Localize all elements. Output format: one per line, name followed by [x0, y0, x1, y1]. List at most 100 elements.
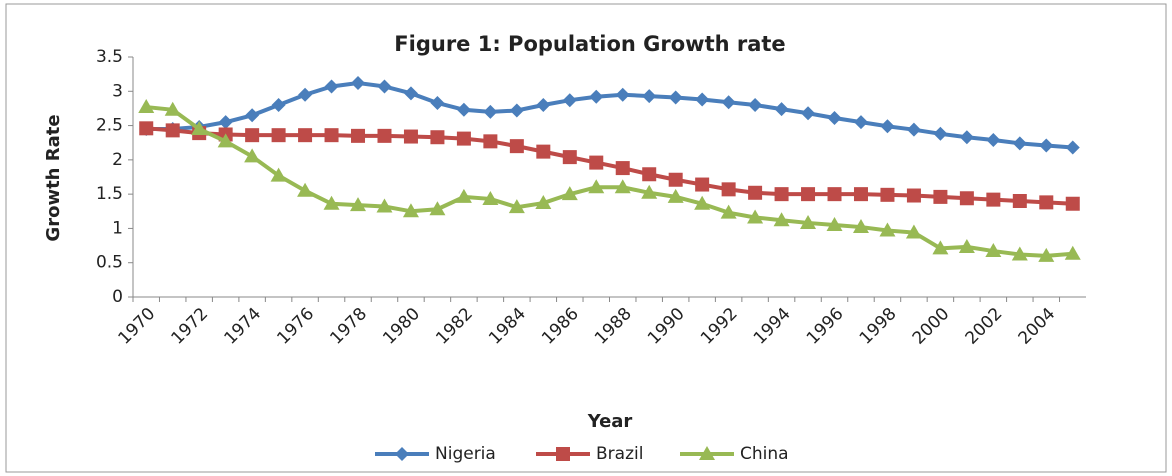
marker	[403, 129, 418, 144]
marker	[139, 121, 154, 136]
marker	[218, 115, 233, 130]
marker	[748, 185, 763, 200]
marker	[985, 243, 1002, 258]
marker	[827, 111, 842, 126]
marker	[1065, 140, 1080, 155]
marker	[933, 126, 948, 141]
y-tick-label: 1.5	[96, 184, 123, 204]
marker	[827, 187, 842, 202]
y-tick-label: 3	[112, 81, 123, 101]
marker	[801, 187, 816, 202]
marker	[351, 76, 366, 91]
marker	[271, 128, 286, 143]
marker	[556, 447, 570, 461]
marker	[536, 144, 551, 159]
marker	[774, 102, 789, 117]
marker	[933, 189, 948, 204]
marker	[747, 209, 764, 224]
marker	[1012, 194, 1027, 208]
chart-border	[5, 3, 1167, 473]
marker	[562, 93, 577, 108]
marker	[641, 184, 658, 199]
marker	[455, 188, 472, 203]
marker	[959, 130, 974, 145]
marker	[509, 139, 524, 154]
marker	[589, 155, 604, 170]
marker	[853, 115, 868, 130]
legend-label: China	[740, 444, 789, 464]
marker	[403, 86, 418, 101]
marker	[773, 212, 790, 227]
marker	[642, 167, 657, 182]
marker	[245, 128, 260, 143]
marker	[508, 199, 525, 214]
y-tick-label: 0	[112, 287, 123, 307]
y-tick-label: 1	[112, 218, 123, 238]
marker	[615, 87, 630, 102]
marker	[509, 103, 524, 118]
marker	[774, 187, 789, 202]
marker	[430, 130, 445, 145]
marker	[668, 172, 683, 187]
marker	[694, 195, 711, 210]
marker	[1038, 247, 1055, 262]
marker	[1039, 195, 1054, 210]
marker	[720, 204, 737, 219]
y-axis-title: Growth Rate	[43, 114, 64, 241]
y-tick-label: 2	[112, 150, 123, 170]
marker	[986, 132, 1001, 147]
marker	[826, 217, 843, 231]
marker	[164, 101, 181, 116]
marker	[699, 446, 715, 460]
chart-title: Figure 1: Population Growth rate	[394, 32, 785, 56]
marker	[483, 134, 498, 149]
marker	[298, 128, 313, 143]
marker	[483, 104, 498, 119]
marker	[906, 122, 921, 137]
marker	[614, 179, 631, 194]
marker	[297, 182, 314, 197]
marker	[1011, 246, 1028, 261]
marker	[270, 167, 287, 182]
marker	[852, 219, 869, 234]
marker	[456, 102, 471, 117]
marker	[906, 188, 921, 203]
marker	[880, 187, 895, 202]
marker	[244, 148, 261, 163]
marker	[800, 214, 817, 229]
y-tick-label: 2.5	[96, 116, 123, 136]
marker	[138, 99, 155, 114]
marker	[668, 90, 683, 105]
marker	[377, 79, 392, 94]
marker	[245, 108, 260, 123]
marker	[721, 95, 736, 110]
marker	[456, 131, 471, 146]
marker	[165, 123, 180, 138]
marker	[350, 197, 367, 212]
marker	[324, 128, 339, 143]
marker	[905, 224, 922, 239]
x-axis-title: Year	[587, 411, 633, 432]
marker	[376, 198, 393, 213]
marker	[932, 240, 949, 255]
marker	[482, 190, 499, 205]
marker	[959, 191, 974, 206]
marker	[615, 161, 630, 176]
marker	[695, 92, 710, 107]
marker	[880, 119, 895, 134]
marker	[695, 177, 710, 192]
marker	[217, 133, 234, 148]
marker	[402, 203, 419, 218]
marker	[536, 98, 551, 112]
marker	[748, 98, 763, 112]
marker	[853, 187, 868, 202]
marker	[191, 121, 208, 135]
marker	[667, 188, 684, 203]
y-tick-label: 0.5	[96, 253, 123, 273]
marker	[958, 238, 975, 253]
marker	[271, 98, 286, 112]
marker	[351, 128, 366, 143]
marker	[1039, 138, 1054, 153]
marker	[801, 106, 816, 121]
